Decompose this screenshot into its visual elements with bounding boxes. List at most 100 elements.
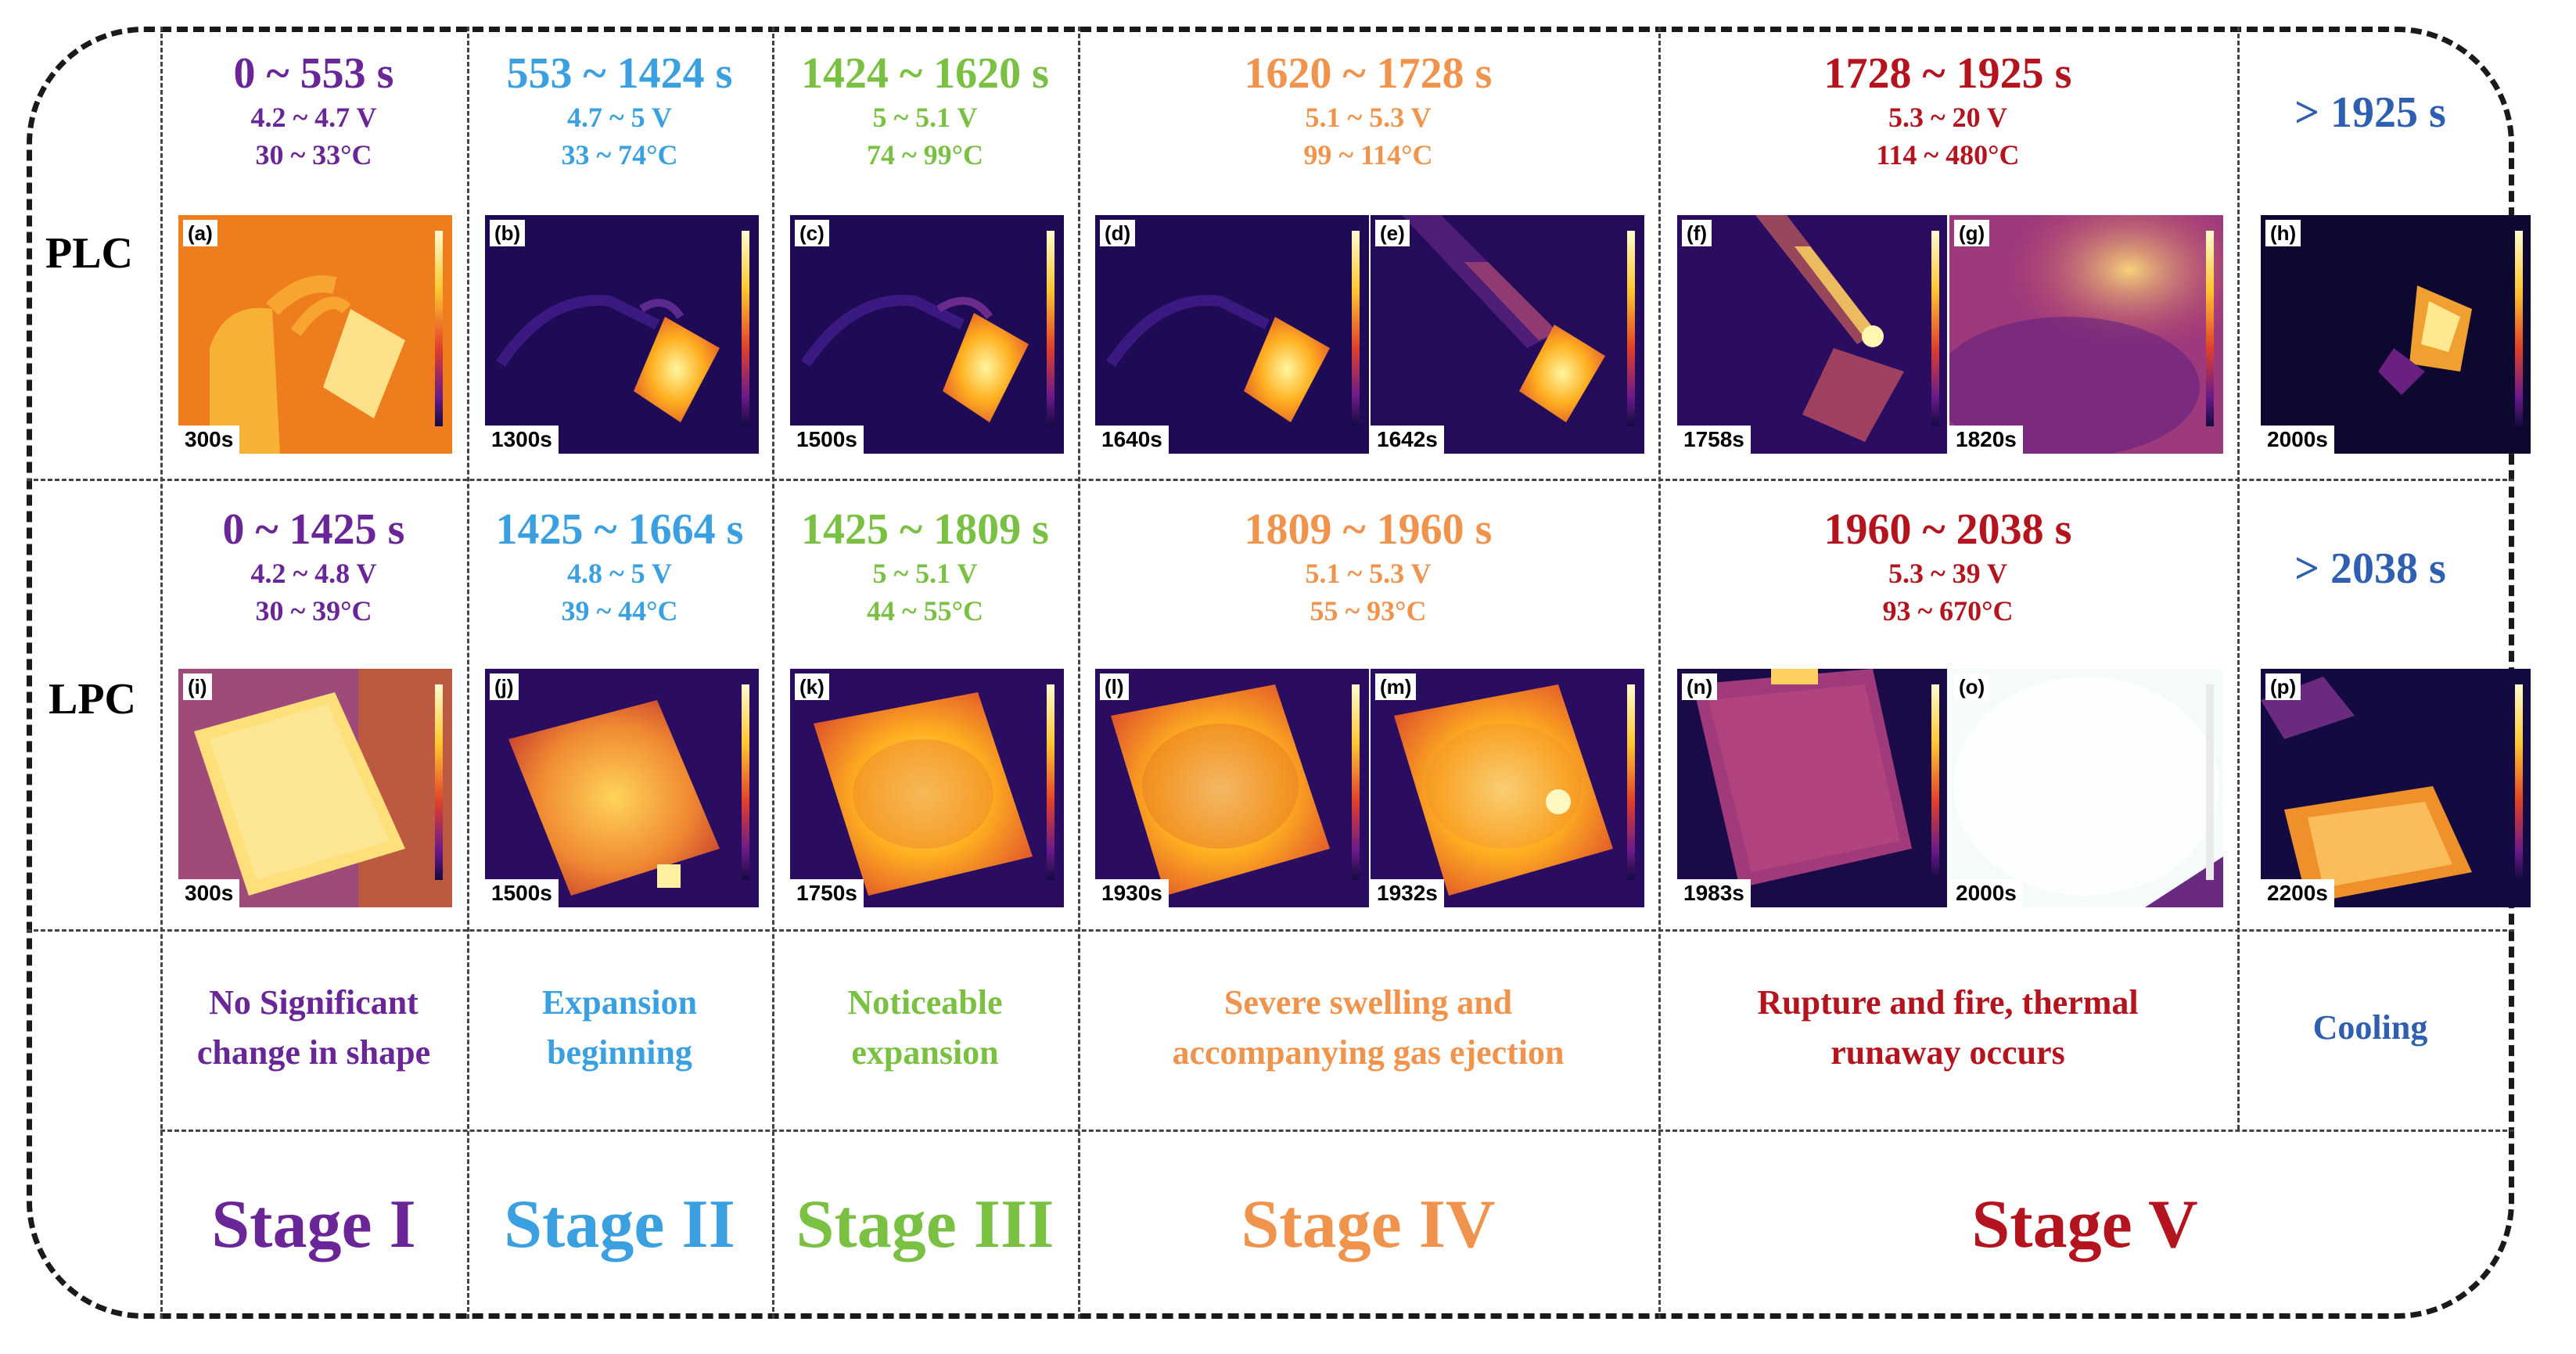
thermal-image-d: (d) 1640s <box>1095 215 1369 454</box>
lpc-stage5-voltage: 5.3 ~ 39 V <box>1888 558 2008 589</box>
lpc-stage1-time: 0 ~ 1425 s <box>222 505 405 554</box>
divider-row-3 <box>160 1130 2514 1132</box>
image-label-h: (h) <box>2265 220 2301 246</box>
plc-stage4-voltage: 5.1 ~ 5.3 V <box>1305 102 1432 133</box>
image-label-o: (o) <box>1954 673 1990 700</box>
plc-stage1-temp: 30 ~ 33°C <box>255 139 372 171</box>
thermal-image-m: (m) 1932s <box>1371 669 1644 907</box>
desc-stage1-line1: No Significant <box>209 983 419 1022</box>
desc-stage1: No Significant change in shape <box>160 978 467 1078</box>
image-label-p: (p) <box>2265 673 2301 700</box>
lpc-stage1-temp: 30 ~ 39°C <box>255 595 372 627</box>
lpc-stage4-header: 1809 ~ 1960 s 5.1 ~ 5.3 V 55 ~ 93°C <box>1078 505 1658 630</box>
lpc-cooling-time: > 2038 s <box>2294 544 2446 593</box>
image-time-i: 300s <box>178 879 240 907</box>
plc-stage4-time: 1620 ~ 1728 s <box>1244 49 1493 98</box>
plc-stage5-temp: 114 ~ 480°C <box>1876 139 2020 171</box>
desc-stage2-line1: Expansion <box>541 983 698 1022</box>
image-label-i: (i) <box>183 673 212 700</box>
thermal-image-e: (e) 1642s <box>1371 215 1644 454</box>
thermal-image-h: (h) 2000s <box>2261 215 2531 454</box>
plc-stage1-time: 0 ~ 553 s <box>233 49 394 98</box>
desc-cooling: Cooling <box>2237 1003 2503 1053</box>
lpc-stage3-time: 1425 ~ 1809 s <box>801 505 1049 554</box>
row-label-plc: PLC <box>45 229 133 278</box>
stage-label-3: Stage III <box>796 1187 1054 1262</box>
lpc-stage3-voltage: 5 ~ 5.1 V <box>872 558 978 589</box>
lpc-stage3-header: 1425 ~ 1809 s 5 ~ 5.1 V 44 ~ 55°C <box>772 505 1078 630</box>
lpc-stage2-header: 1425 ~ 1664 s 4.8 ~ 5 V 39 ~ 44°C <box>467 505 772 630</box>
lpc-stage2-temp: 39 ~ 44°C <box>561 595 678 627</box>
desc-stage4-line2: accompanying gas ejection <box>1172 1033 1565 1072</box>
desc-stage5-line1: Rupture and fire, thermal <box>1757 983 2139 1022</box>
desc-stage2: Expansion beginning <box>467 978 772 1078</box>
thermal-image-o: (o) 2000s <box>1949 669 2223 907</box>
divider-col-3 <box>772 27 774 1319</box>
divider-row-2 <box>27 929 2514 932</box>
divider-col-5 <box>1658 27 1661 1319</box>
desc-cooling-line1: Cooling <box>2312 1008 2428 1047</box>
lpc-stage1-header: 0 ~ 1425 s 4.2 ~ 4.8 V 30 ~ 39°C <box>160 505 467 630</box>
image-time-j: 1500s <box>485 879 559 907</box>
plc-stage2-header: 553 ~ 1424 s 4.7 ~ 5 V 33 ~ 74°C <box>467 48 772 174</box>
image-label-a: (a) <box>183 220 217 246</box>
image-label-k: (k) <box>795 673 829 700</box>
image-time-g: 1820s <box>1949 426 2023 454</box>
stage-label-2: Stage II <box>504 1187 735 1262</box>
desc-stage5-line2: runaway occurs <box>1831 1033 2065 1072</box>
divider-row-1 <box>27 479 2514 481</box>
plc-cooling-time: > 1925 s <box>2294 88 2446 137</box>
thermal-image-i: (i) 300s <box>178 669 452 907</box>
image-label-e: (e) <box>1375 220 1410 246</box>
lpc-stage3-temp: 44 ~ 55°C <box>866 595 984 627</box>
desc-stage3-line2: expansion <box>851 1033 999 1072</box>
lpc-stage5-temp: 93 ~ 670°C <box>1882 595 2014 627</box>
lpc-stage2-time: 1425 ~ 1664 s <box>495 505 744 554</box>
thermal-image-l: (l) 1930s <box>1095 669 1369 907</box>
thermal-image-c: (c) 1500s <box>790 215 1064 454</box>
thermal-image-b: (b) 1300s <box>485 215 759 454</box>
image-label-f: (f) <box>1682 220 1712 246</box>
thermal-image-a: (a) 300s <box>178 215 452 454</box>
plc-stage3-voltage: 5 ~ 5.1 V <box>872 102 978 133</box>
image-time-k: 1750s <box>790 879 864 907</box>
lpc-stage2-voltage: 4.8 ~ 5 V <box>566 558 673 589</box>
divider-col-2 <box>467 27 469 1319</box>
image-time-n: 1983s <box>1677 879 1751 907</box>
plc-stage5-time: 1728 ~ 1925 s <box>1823 49 2072 98</box>
lpc-stage4-time: 1809 ~ 1960 s <box>1244 505 1493 554</box>
desc-stage4-line1: Severe swelling and <box>1223 983 1513 1022</box>
image-label-j: (j) <box>490 673 519 700</box>
thermal-image-j: (j) 1500s <box>485 669 759 907</box>
plc-stage4-header: 1620 ~ 1728 s 5.1 ~ 5.3 V 99 ~ 114°C <box>1078 48 1658 174</box>
image-time-b: 1300s <box>485 426 559 454</box>
row-label-lpc: LPC <box>49 675 136 724</box>
stage-label-5: Stage V <box>1971 1187 2198 1262</box>
thermal-image-n: (n) 1983s <box>1677 669 1947 907</box>
image-label-d: (d) <box>1100 220 1136 246</box>
lpc-stage4-temp: 55 ~ 93°C <box>1310 595 1427 627</box>
image-label-n: (n) <box>1682 673 1718 700</box>
divider-col-1 <box>160 27 163 1319</box>
desc-stage3-line1: Noticeable <box>847 983 1003 1022</box>
lpc-stage5-time: 1960 ~ 2038 s <box>1823 505 2072 554</box>
divider-col-6 <box>2237 27 2240 1130</box>
plc-stage1-header: 0 ~ 553 s 4.2 ~ 4.7 V 30 ~ 33°C <box>160 48 467 174</box>
thermal-image-p: (p) 2200s <box>2261 669 2531 907</box>
stage-label-1: Stage I <box>211 1187 416 1262</box>
image-label-g: (g) <box>1954 220 1990 246</box>
plc-stage1-voltage: 4.2 ~ 4.7 V <box>250 102 377 133</box>
desc-stage5: Rupture and fire, thermal runaway occurs <box>1658 978 2237 1078</box>
desc-stage4: Severe swelling and accompanying gas eje… <box>1078 978 1658 1078</box>
desc-stage2-line2: beginning <box>547 1033 692 1072</box>
image-time-f: 1758s <box>1677 426 1751 454</box>
image-time-o: 2000s <box>1949 879 2023 907</box>
thermal-image-g: (g) 1820s <box>1949 215 2223 454</box>
plc-stage5-voltage: 5.3 ~ 20 V <box>1888 102 2008 133</box>
desc-stage3: Noticeable expansion <box>772 978 1078 1078</box>
image-time-m: 1932s <box>1371 879 1444 907</box>
divider-col-4 <box>1078 27 1080 1319</box>
image-time-a: 300s <box>178 426 240 454</box>
plc-cooling-header: > 1925 s <box>2237 88 2503 138</box>
lpc-stage5-header: 1960 ~ 2038 s 5.3 ~ 39 V 93 ~ 670°C <box>1658 505 2237 630</box>
